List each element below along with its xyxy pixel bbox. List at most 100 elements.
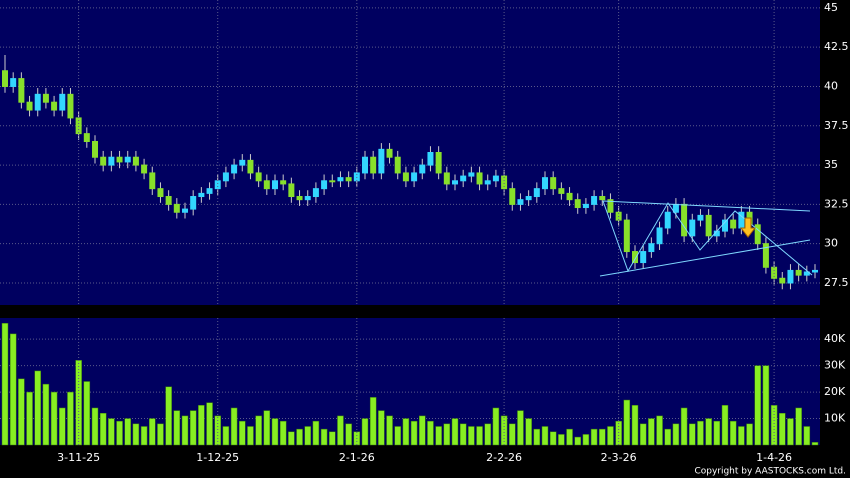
- volume-bar: [91, 407, 99, 446]
- volume-bar: [345, 423, 352, 446]
- candle-body: [386, 148, 393, 158]
- volume-bar: [124, 418, 131, 446]
- candle-body: [2, 70, 8, 87]
- volume-bar: [108, 418, 115, 446]
- candle-body: [542, 177, 548, 190]
- volume-bar: [378, 410, 385, 446]
- volume-bar: [99, 413, 107, 446]
- volume-bar: [664, 428, 671, 446]
- candle-body: [640, 251, 647, 264]
- candle-body: [100, 156, 107, 166]
- candle-body: [681, 203, 688, 237]
- candle-body: [648, 243, 655, 253]
- candle-body: [705, 214, 712, 237]
- volume-bar: [67, 391, 74, 446]
- volume-bar: [738, 426, 745, 446]
- candle-body: [607, 199, 614, 213]
- pattern-lines: [599, 200, 813, 277]
- candle-body: [304, 196, 311, 201]
- candle-body: [165, 196, 172, 205]
- candle-body: [51, 101, 58, 111]
- volume-bar: [525, 418, 532, 446]
- candle-body: [321, 180, 328, 190]
- candle-body: [664, 211, 671, 229]
- volume-bar: [320, 428, 328, 446]
- volume-bar: [42, 383, 50, 446]
- candle-body: [484, 180, 491, 185]
- volume-bar: [459, 423, 467, 446]
- volume-bar: [468, 426, 475, 446]
- candle-body: [34, 93, 41, 111]
- candle-body: [419, 164, 426, 174]
- y-tick-label: 40K: [824, 332, 846, 345]
- candle-body: [525, 196, 532, 201]
- volume-bar: [116, 420, 123, 446]
- y-tick-label: 40: [824, 79, 838, 92]
- volume-bar: [689, 423, 696, 446]
- candle-body: [476, 172, 483, 185]
- y-tick-label: 35: [824, 158, 838, 171]
- x-tick-label: 2-2-26: [486, 451, 522, 464]
- volume-bar: [26, 391, 33, 446]
- volume-bar: [59, 407, 66, 446]
- candle-body: [214, 180, 221, 190]
- candle-body: [83, 133, 90, 142]
- candle-body: [762, 243, 769, 268]
- candle-body: [59, 93, 66, 111]
- candle-body: [550, 177, 557, 190]
- candle-body: [787, 269, 794, 284]
- volume-bar: [50, 391, 58, 446]
- volume-bar: [394, 426, 401, 446]
- volume-bar: [517, 410, 524, 446]
- candle-body: [239, 159, 246, 166]
- volume-bar: [419, 415, 426, 446]
- volume-bar: [386, 415, 393, 446]
- volume-bar: [198, 405, 205, 446]
- candle-body: [730, 219, 737, 229]
- volume-bar: [9, 333, 17, 446]
- candle-body: [533, 188, 540, 198]
- candle-body: [124, 156, 131, 163]
- volume-bar: [402, 418, 410, 446]
- volume-bar: [541, 426, 549, 446]
- y-tick-label: 30K: [824, 359, 846, 372]
- candle-body: [460, 175, 467, 182]
- candle-body: [574, 199, 581, 209]
- volume-bar: [271, 418, 279, 446]
- x-tick-label: 2-1-26: [339, 451, 375, 464]
- candle-body: [92, 140, 98, 158]
- candle-body: [566, 192, 573, 201]
- candle-body: [149, 172, 156, 190]
- candle-body: [779, 277, 786, 284]
- candle-body: [623, 219, 630, 253]
- volume-bar: [173, 410, 181, 446]
- volume-bar: [533, 428, 541, 446]
- candle-body: [591, 196, 598, 205]
- volume-bar: [779, 413, 786, 446]
- volume-bar: [590, 428, 598, 446]
- candle-body: [198, 192, 205, 198]
- candle-body: [272, 180, 278, 190]
- volume-bar: [582, 434, 590, 446]
- candle-body: [803, 271, 810, 276]
- volume-bar: [427, 420, 434, 446]
- candle-body: [689, 219, 696, 237]
- volume-bar: [599, 428, 606, 446]
- candle-body: [231, 164, 238, 174]
- volume-bar: [140, 426, 148, 446]
- volume-bar: [574, 436, 581, 446]
- y-tick-label: 27.5: [824, 276, 849, 289]
- volume-bar: [181, 415, 189, 446]
- volume-bar: [672, 423, 680, 446]
- candle-body: [247, 159, 254, 174]
- candle-body: [108, 156, 115, 166]
- volume-bar: [631, 405, 639, 446]
- candle-body: [182, 208, 188, 213]
- candle-body: [402, 172, 409, 182]
- volume-bar: [623, 399, 631, 446]
- volume-bar: [435, 426, 442, 446]
- volume-bar: [795, 407, 802, 446]
- signal-arrow: [739, 217, 757, 238]
- candle-body: [517, 199, 524, 205]
